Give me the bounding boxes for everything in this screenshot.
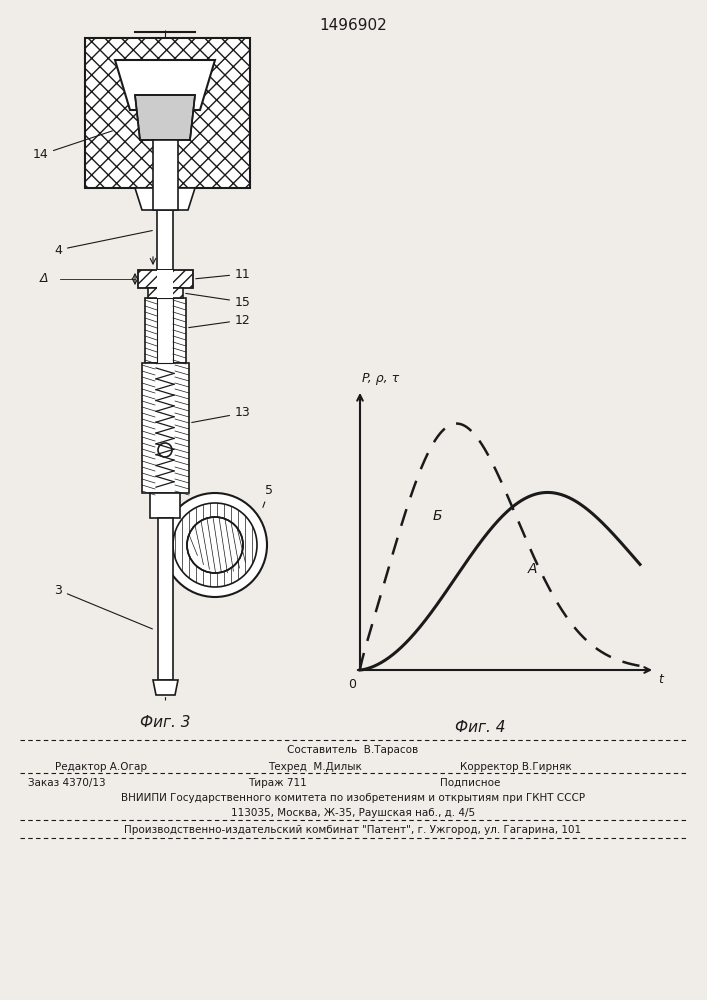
Text: 14: 14 bbox=[33, 131, 112, 161]
Text: 15: 15 bbox=[186, 293, 251, 308]
Bar bbox=[150, 493, 180, 518]
Text: 1496902: 1496902 bbox=[319, 18, 387, 33]
Polygon shape bbox=[115, 60, 215, 110]
Bar bbox=[148, 288, 183, 298]
Text: Δ: Δ bbox=[40, 272, 48, 286]
Bar bbox=[157, 270, 173, 288]
Bar bbox=[145, 298, 186, 363]
Text: t: t bbox=[658, 673, 663, 686]
Text: Б: Б bbox=[433, 509, 443, 523]
Circle shape bbox=[163, 493, 267, 597]
Bar bbox=[157, 298, 173, 363]
Text: Фиг. 4: Фиг. 4 bbox=[455, 720, 506, 735]
Polygon shape bbox=[153, 680, 178, 695]
Circle shape bbox=[187, 517, 243, 573]
Text: Заказ 4370/13: Заказ 4370/13 bbox=[28, 778, 105, 788]
Text: Редактор А.Огар: Редактор А.Огар bbox=[55, 762, 147, 772]
Bar bbox=[157, 210, 173, 270]
Text: Корректор В.Гирняк: Корректор В.Гирняк bbox=[460, 762, 572, 772]
Text: 13: 13 bbox=[192, 406, 251, 422]
Text: 5: 5 bbox=[263, 484, 273, 507]
Polygon shape bbox=[135, 95, 195, 140]
Bar bbox=[138, 270, 193, 288]
Text: 3: 3 bbox=[54, 584, 153, 629]
Text: P, ρ, τ: P, ρ, τ bbox=[362, 372, 399, 385]
Text: 12: 12 bbox=[189, 314, 251, 328]
Bar bbox=[157, 288, 173, 298]
Text: 113035, Москва, Ж-35, Раушская наб., д. 4/5: 113035, Москва, Ж-35, Раушская наб., д. … bbox=[231, 808, 475, 818]
Bar bbox=[85, 38, 250, 188]
Text: Техред  М.Дилык: Техред М.Дилык bbox=[268, 762, 362, 772]
Polygon shape bbox=[135, 188, 195, 210]
Text: Подписное: Подписное bbox=[440, 778, 501, 788]
Bar bbox=[158, 518, 173, 680]
Bar bbox=[142, 363, 189, 493]
Text: 11: 11 bbox=[196, 267, 251, 280]
Text: 4: 4 bbox=[54, 231, 152, 256]
Text: 10: 10 bbox=[177, 504, 216, 535]
Text: А: А bbox=[528, 562, 537, 576]
Text: 0: 0 bbox=[348, 678, 356, 691]
Text: Фиг. 3: Фиг. 3 bbox=[140, 715, 190, 730]
Text: Производственно-издательский комбинат "Патент", г. Ужгород, ул. Гагарина, 101: Производственно-издательский комбинат "П… bbox=[124, 825, 582, 835]
Text: ВНИИПИ Государственного комитета по изобретениям и открытиям при ГКНТ СССР: ВНИИПИ Государственного комитета по изоб… bbox=[121, 793, 585, 803]
Text: Составитель  В.Тарасов: Составитель В.Тарасов bbox=[287, 745, 419, 755]
Bar bbox=[153, 140, 178, 210]
Text: Тираж 711: Тираж 711 bbox=[248, 778, 307, 788]
